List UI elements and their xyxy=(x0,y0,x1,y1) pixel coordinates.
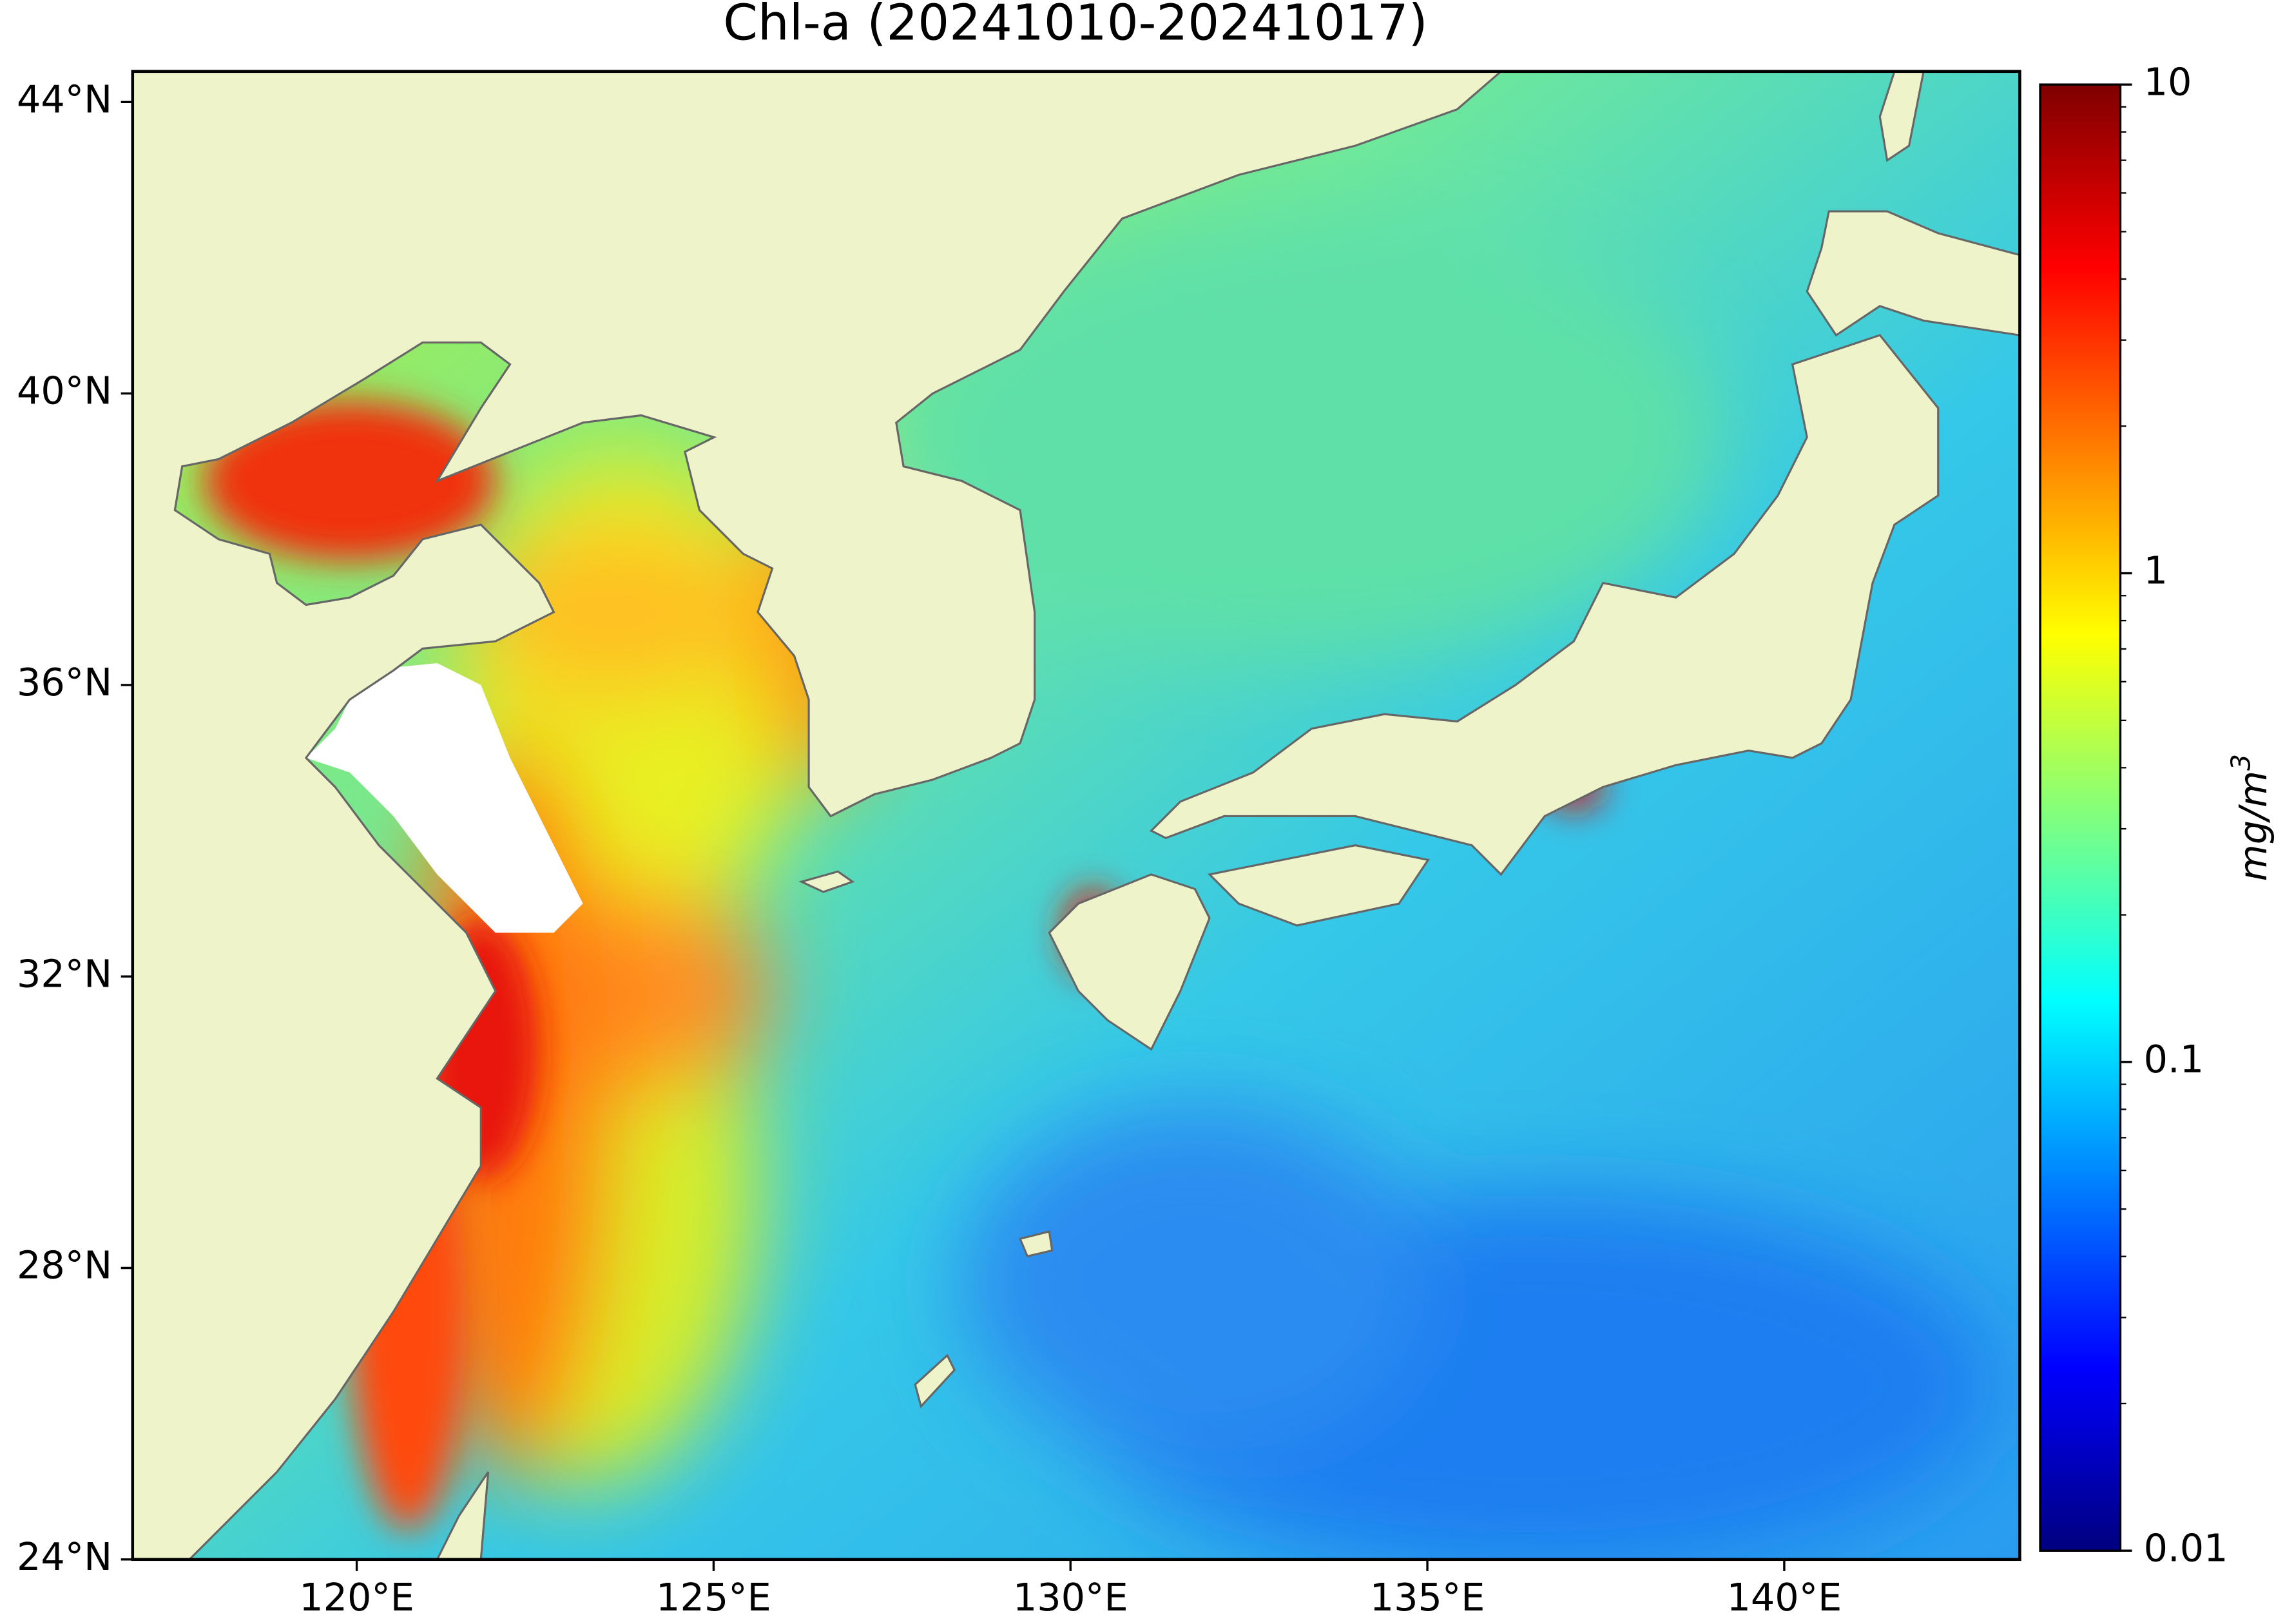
y-tick-label: 28°N xyxy=(17,1243,112,1288)
colorbar-tick-label: 0.1 xyxy=(2144,1037,2204,1081)
y-tick-label: 44°N xyxy=(17,77,112,121)
chart-title: Chl-a (20241010-20241017) xyxy=(723,0,1427,52)
colorbar xyxy=(2039,83,2122,1552)
colorbar-tick-label: 10 xyxy=(2144,59,2192,104)
y-tick-label: 32°N xyxy=(17,951,112,996)
y-tick-label: 40°N xyxy=(17,369,112,413)
no-data-region xyxy=(305,662,583,933)
land xyxy=(132,71,2020,1560)
colorbar-label-exponent: 3 xyxy=(2225,754,2256,771)
x-tick-label: 130°E xyxy=(1013,1575,1128,1619)
colorbar-tick-label: 1 xyxy=(2144,548,2168,593)
map-area xyxy=(132,71,2020,1560)
plot-frame xyxy=(131,70,2021,1561)
y-tick-label: 24°N xyxy=(17,1534,112,1579)
colorbar-label: mg/m3 xyxy=(2225,754,2275,882)
colorbar-tick-label: 0.01 xyxy=(2144,1525,2228,1570)
x-tick-label: 140°E xyxy=(1727,1575,1842,1619)
x-tick-label: 135°E xyxy=(1370,1575,1485,1619)
x-tick-label: 125°E xyxy=(656,1575,771,1619)
x-tick-label: 120°E xyxy=(299,1575,414,1619)
colorbar-label-text: mg/m xyxy=(2231,771,2275,882)
y-tick-label: 36°N xyxy=(17,660,112,704)
